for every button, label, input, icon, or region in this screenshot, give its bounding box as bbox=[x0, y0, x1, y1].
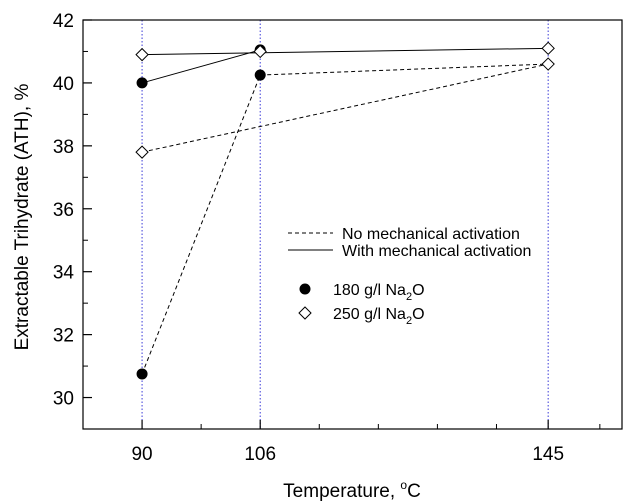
legend-line-label-1: With mechanical activation bbox=[342, 243, 531, 260]
series-line-3 bbox=[142, 47, 549, 56]
series-line-5 bbox=[260, 63, 549, 76]
data-point-1-0 bbox=[136, 77, 148, 89]
series-group bbox=[141, 47, 549, 375]
y-tick-label-40: 40 bbox=[53, 74, 74, 95]
legend-marker-label-1: 250 g/l Na2O bbox=[333, 306, 425, 327]
y-tick-label-30: 30 bbox=[53, 389, 74, 410]
marker-group bbox=[135, 41, 555, 380]
data-point-0-0 bbox=[136, 368, 148, 380]
legend-line-label-0: No mechanical activation bbox=[342, 226, 520, 243]
series-line-0 bbox=[141, 74, 261, 375]
y-tick-label-36: 36 bbox=[53, 200, 74, 221]
grid-lines bbox=[141, 20, 549, 429]
x-axis-label: Temperature, oC bbox=[283, 478, 421, 502]
y-tick-label-34: 34 bbox=[53, 263, 75, 284]
axis-ticks: 90 106 145 30 32 34 36 38 40 42 bbox=[53, 11, 601, 465]
legend-marker-label-0: 180 g/l Na2O bbox=[333, 282, 425, 303]
plot-frame bbox=[82, 19, 623, 430]
y-tick-label-42: 42 bbox=[53, 11, 74, 32]
data-point-2-0 bbox=[135, 145, 149, 159]
y-axis-label: Extractable Trihydrate (ATH), % bbox=[12, 84, 33, 351]
y-tick-label-32: 32 bbox=[53, 326, 74, 347]
x-tick-label-90: 90 bbox=[131, 444, 152, 465]
legend-marker-sample-1 bbox=[298, 306, 312, 320]
x-tick-label-106: 106 bbox=[244, 444, 276, 465]
data-point-4-0 bbox=[253, 44, 267, 59]
data-point-0-1 bbox=[254, 69, 266, 81]
x-tick-label-145: 145 bbox=[532, 444, 564, 465]
series-line-2 bbox=[141, 63, 549, 153]
data-point-3-1 bbox=[541, 41, 555, 56]
y-tick-label-38: 38 bbox=[53, 137, 74, 158]
data-point-3-0 bbox=[135, 47, 149, 62]
legend-marker-sample-0 bbox=[299, 283, 311, 295]
series-line-1 bbox=[141, 49, 261, 84]
data-point-2-1 bbox=[541, 57, 555, 71]
